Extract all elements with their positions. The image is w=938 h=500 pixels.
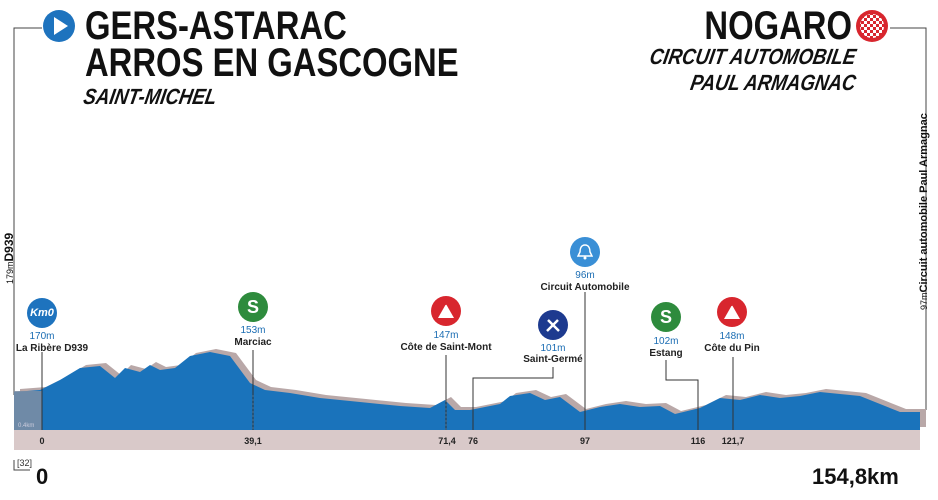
- waypoint-alt: 101m: [540, 343, 566, 354]
- waypoint-kmo: Km0: [17, 298, 67, 328]
- finish-flag-icon: [856, 10, 888, 42]
- waypoint-name: La Ribère D939: [15, 343, 89, 354]
- climb-icon: 3: [717, 297, 747, 327]
- waypoint-name: Estang: [649, 348, 683, 359]
- waypoint-alt: 153m: [240, 325, 266, 336]
- waypoint-name: Circuit Automobile: [540, 282, 630, 293]
- waypoint-alt: 148m: [719, 331, 745, 342]
- waypoint-alt: 102m: [653, 336, 679, 347]
- waypoint-km: 116: [690, 436, 706, 446]
- waypoint-alt: 170m: [29, 331, 55, 342]
- sprint-icon: S: [238, 292, 268, 322]
- waypoint-saint-germe: [538, 310, 568, 340]
- waypoint-name: Marciac: [234, 337, 272, 348]
- climb-icon: 3: [431, 296, 461, 326]
- base-altitude-label: 0.4km: [18, 423, 35, 429]
- total-distance: 154,8km: [812, 464, 899, 489]
- waypoint-km: 97: [579, 436, 590, 446]
- waypoint-name: Côte du Pin: [704, 343, 760, 354]
- km0-icon: Km0: [27, 298, 57, 328]
- waypoint-km: 39,1: [244, 436, 262, 446]
- waypoint-alt: 147m: [433, 330, 459, 341]
- start-title-line2: ARROS EN GASCOGNE: [85, 41, 459, 85]
- waypoint-name: Côte de Saint-Mont: [400, 342, 492, 353]
- feed-zone-icon: [538, 310, 568, 340]
- bell-icon: [570, 237, 600, 267]
- waypoint-cote-du-pin: 3: [717, 297, 747, 327]
- start-bracket: [32]: [17, 458, 33, 468]
- waypoint-km: 71,4: [438, 436, 456, 446]
- waypoint-alt: 96m: [575, 270, 595, 281]
- waypoint-km: 0: [39, 436, 45, 446]
- sprint-icon: S: [651, 302, 681, 332]
- waypoint-name: Saint-Germé: [523, 354, 583, 365]
- start-km-label: 0: [36, 464, 49, 489]
- distance-bar: [14, 430, 920, 450]
- climb-category: 3: [729, 299, 734, 308]
- waypoint-circuit: [570, 237, 600, 267]
- start-zone: [14, 391, 42, 430]
- finish-title: NOGARO: [704, 4, 852, 48]
- waypoint-marciac: S: [238, 292, 268, 322]
- waypoint-km: 76: [467, 436, 478, 446]
- start-arrow-icon: [43, 10, 75, 42]
- profile-fill: [14, 352, 920, 430]
- climb-category: 3: [443, 298, 448, 307]
- waypoint-estang: S: [651, 302, 681, 332]
- waypoint-km: 121,7: [721, 436, 745, 446]
- waypoint-saint-mont: 3: [431, 296, 461, 326]
- start-title-line1: GERS-ASTARAC: [85, 4, 347, 48]
